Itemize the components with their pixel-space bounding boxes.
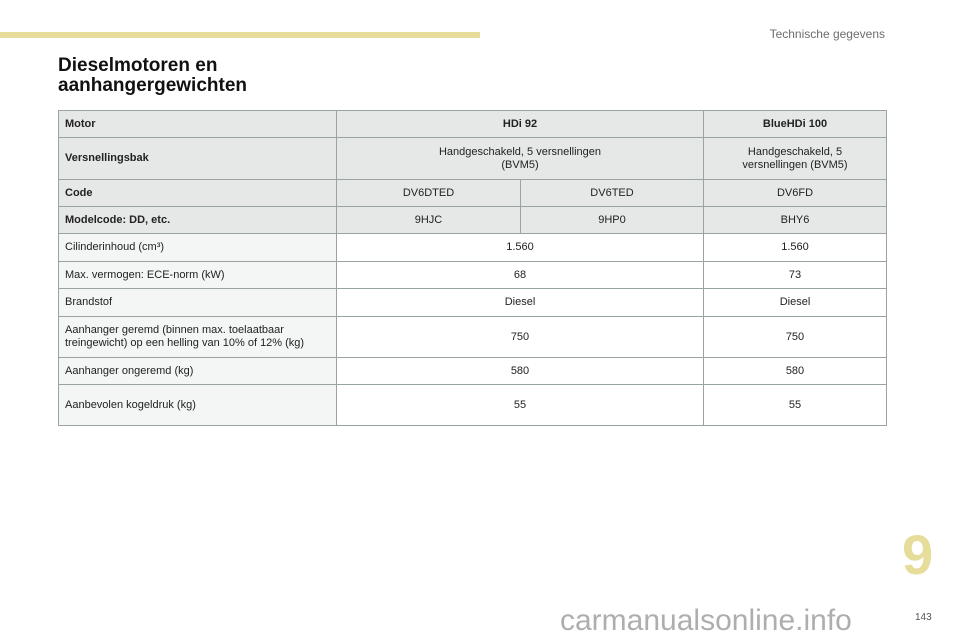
row-label: Aanbevolen kogeldruk (kg) [58, 384, 337, 426]
table-row: Versnellingsbak Handgeschakeld, 5 versne… [58, 137, 887, 180]
row-label: Aanhanger geremd (binnen max. toelaatbaa… [58, 316, 337, 358]
cell: 750 [336, 316, 704, 358]
cell: 9HJC [336, 206, 521, 234]
cell: DV6DTED [336, 179, 521, 207]
table-row: Motor HDi 92 BlueHDi 100 [58, 110, 887, 138]
cell: 55 [336, 384, 704, 426]
row-label: Modelcode: DD, etc. [58, 206, 337, 234]
page-title: Dieselmotoren en aanhangergewichten [58, 55, 247, 96]
cell: 1.560 [336, 233, 704, 262]
row-label: Aanhanger ongeremd (kg) [58, 357, 337, 385]
cell: 580 [336, 357, 704, 385]
cell: 580 [703, 357, 887, 385]
table-row: Cilinderinhoud (cm³) 1.560 1.560 [58, 233, 887, 262]
cell: BHY6 [703, 206, 887, 234]
table-row: Code DV6DTED DV6TED DV6FD [58, 179, 887, 207]
accent-bar [0, 32, 480, 38]
row-label: Brandstof [58, 288, 337, 317]
cell: 55 [703, 384, 887, 426]
cell: Handgeschakeld, 5 versnellingen (BVM5) [336, 137, 704, 180]
cell: DV6FD [703, 179, 887, 207]
cell: DV6TED [520, 179, 704, 207]
page-number: 143 [915, 612, 932, 623]
row-label: Cilinderinhoud (cm³) [58, 233, 337, 262]
table-row: Aanbevolen kogeldruk (kg) 55 55 [58, 384, 887, 426]
cell: 1.560 [703, 233, 887, 262]
engine-table: Motor HDi 92 BlueHDi 100 Versnellingsbak… [58, 110, 887, 426]
row-label: Code [58, 179, 337, 207]
table-row: Aanhanger ongeremd (kg) 580 580 [58, 357, 887, 385]
cell: BlueHDi 100 [703, 110, 887, 138]
cell: 68 [336, 261, 704, 289]
cell: HDi 92 [336, 110, 704, 138]
row-label: Motor [58, 110, 337, 138]
section-title: Technische gegevens [769, 27, 885, 41]
cell: 750 [703, 316, 887, 358]
cell: 9HP0 [520, 206, 704, 234]
row-label: Versnellingsbak [58, 137, 337, 180]
table-row: Aanhanger geremd (binnen max. toelaatbaa… [58, 316, 887, 358]
watermark: carmanualsonline.info [560, 604, 852, 637]
cell: 73 [703, 261, 887, 289]
row-label: Max. vermogen: ECE-norm (kW) [58, 261, 337, 289]
cell: Diesel [703, 288, 887, 317]
table-row: Brandstof Diesel Diesel [58, 288, 887, 317]
cell: Handgeschakeld, 5 versnellingen (BVM5) [703, 137, 887, 180]
table-row: Modelcode: DD, etc. 9HJC 9HP0 BHY6 [58, 206, 887, 234]
cell: Diesel [336, 288, 704, 317]
chapter-number: 9 [902, 523, 934, 586]
table-row: Max. vermogen: ECE-norm (kW) 68 73 [58, 261, 887, 289]
